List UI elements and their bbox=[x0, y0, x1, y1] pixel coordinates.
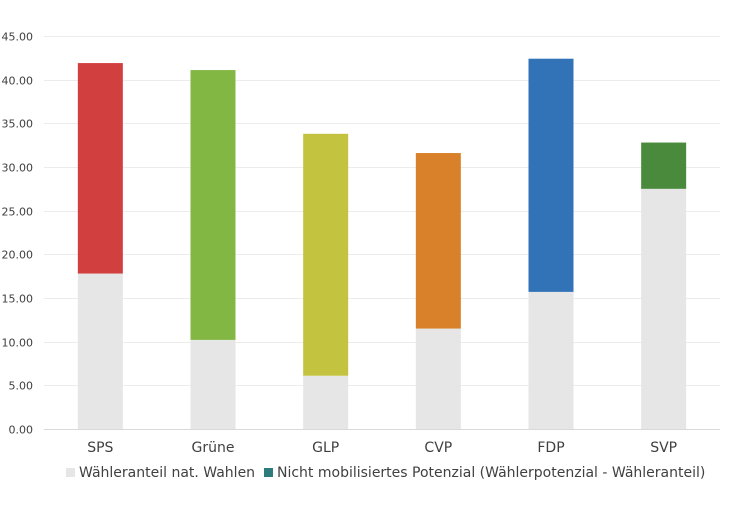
y-tick-label: 10.00 bbox=[2, 337, 34, 350]
bar-segment-potenzial-4 bbox=[528, 58, 574, 292]
bar-segment-waehleranteil-2 bbox=[303, 375, 349, 429]
x-tick-label: FDP bbox=[537, 440, 564, 456]
bar-segment-waehleranteil-3 bbox=[415, 328, 461, 429]
y-tick-label: 45.00 bbox=[2, 31, 34, 44]
gridlines bbox=[44, 36, 720, 430]
legend: Wähleranteil nat. Wahlen Nicht mobilisie… bbox=[66, 465, 705, 481]
bar-segment-waehleranteil-4 bbox=[528, 291, 574, 429]
legend-swatch-nicht-mobilisiert bbox=[264, 468, 273, 477]
bar-segment-waehleranteil-5 bbox=[641, 188, 687, 429]
x-tick-label: Grüne bbox=[192, 440, 235, 456]
y-tick-label: 0.00 bbox=[9, 424, 34, 437]
legend-label-waehleranteil: Wähleranteil nat. Wahlen bbox=[79, 465, 255, 481]
y-tick-label: 25.00 bbox=[2, 206, 34, 219]
y-tick-label: 15.00 bbox=[2, 293, 34, 306]
bar-segment-potenzial-1 bbox=[190, 70, 236, 340]
y-tick-label: 35.00 bbox=[2, 118, 34, 131]
bar-segment-waehleranteil-0 bbox=[77, 273, 123, 429]
y-tick-label: 30.00 bbox=[2, 162, 34, 175]
y-tick-label: 20.00 bbox=[2, 249, 34, 262]
y-tick-label: 40.00 bbox=[2, 75, 34, 88]
legend-label-nicht-mobilisiert: Nicht mobilisiertes Potenzial (Wählerpot… bbox=[277, 465, 705, 481]
bar-segment-potenzial-5 bbox=[641, 142, 687, 189]
bar-segment-waehleranteil-1 bbox=[190, 339, 236, 429]
bar-segment-potenzial-3 bbox=[415, 153, 461, 329]
x-axis: SPS Grüne GLP CVP FDP SVP bbox=[87, 440, 677, 456]
x-tick-label: SVP bbox=[650, 440, 677, 456]
x-tick-label: SPS bbox=[87, 440, 113, 456]
y-axis: 0.00 5.00 10.00 15.00 20.00 25.00 30.00 35.00 40… bbox=[2, 31, 34, 437]
bar-segment-potenzial-0 bbox=[77, 63, 123, 274]
x-tick-label: GLP bbox=[312, 440, 339, 456]
bars bbox=[77, 58, 687, 429]
x-tick-label: CVP bbox=[424, 440, 452, 456]
legend-swatch-waehleranteil bbox=[66, 468, 75, 477]
y-tick-label: 5.00 bbox=[9, 380, 34, 393]
bar-segment-potenzial-2 bbox=[303, 133, 349, 376]
